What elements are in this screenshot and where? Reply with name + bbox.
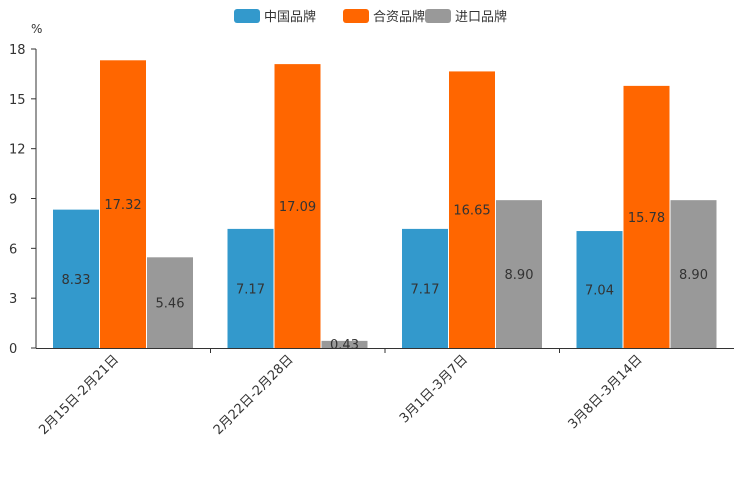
bar-0-3[interactable] bbox=[576, 231, 623, 348]
y-axis: 0 3 6 9 12 15 18 bbox=[9, 43, 37, 357]
x-category-label-0: 2月15日-2月21日 bbox=[36, 352, 122, 438]
y-tick-label: 18 bbox=[9, 43, 26, 58]
data-label-2-3: 8.90 bbox=[679, 268, 708, 283]
bar-2-1[interactable] bbox=[321, 340, 368, 348]
bar-2-0[interactable] bbox=[147, 257, 193, 348]
legend-swatch-0[interactable] bbox=[234, 9, 260, 23]
bar-2-3[interactable] bbox=[670, 200, 717, 348]
data-label-0-2: 7.17 bbox=[411, 282, 440, 297]
data-label-0-3: 7.04 bbox=[585, 284, 614, 299]
bar-1-2[interactable] bbox=[449, 71, 495, 349]
data-labels: 8.33 17.32 5.46 7.17 17.09 0.43 7.17 16.65 8.90 7… bbox=[62, 198, 708, 353]
data-label-2-0: 5.46 bbox=[156, 297, 185, 312]
data-label-0-0: 8.33 bbox=[62, 273, 91, 288]
y-tick-label: 12 bbox=[9, 143, 26, 158]
data-label-1-2: 16.65 bbox=[453, 204, 490, 219]
bar-0-0[interactable] bbox=[53, 209, 99, 348]
y-tick-label: 15 bbox=[9, 93, 26, 108]
legend-swatch-1[interactable] bbox=[343, 9, 369, 23]
y-tick-label: 9 bbox=[9, 193, 17, 208]
data-label-1-0: 17.32 bbox=[104, 198, 141, 213]
data-label-1-3: 15.78 bbox=[628, 211, 665, 226]
legend-label-2[interactable]: 进口品牌 bbox=[455, 9, 507, 25]
x-category-label-1: 2月22日-2月28日 bbox=[211, 352, 297, 438]
legend-label-1[interactable]: 合资品牌 bbox=[373, 9, 425, 25]
y-tick-label: 3 bbox=[9, 292, 17, 307]
bar-1-1[interactable] bbox=[274, 64, 321, 348]
legend: 中国品牌 合资品牌 进口品牌 bbox=[234, 9, 507, 25]
x-category-label-2: 3月1日-3月7日 bbox=[397, 352, 471, 426]
data-label-2-1: 0.43 bbox=[330, 338, 359, 353]
y-tick-label: 0 bbox=[9, 342, 17, 357]
y-tick-label: 6 bbox=[9, 242, 17, 257]
bar-1-0[interactable] bbox=[100, 60, 146, 348]
y-axis-unit: % bbox=[31, 22, 42, 36]
x-axis: 2月15日-2月21日 2月22日-2月28日 3月1日-3月7日 3月8日-3月14… bbox=[36, 348, 734, 438]
legend-label-0[interactable]: 中国品牌 bbox=[264, 9, 316, 25]
bar-0-2[interactable] bbox=[402, 228, 448, 348]
data-label-0-1: 7.17 bbox=[236, 282, 265, 297]
bar-0-1[interactable] bbox=[227, 228, 274, 348]
bar-1-3[interactable] bbox=[623, 85, 670, 349]
legend-swatch-2[interactable] bbox=[425, 9, 451, 23]
bars bbox=[53, 60, 717, 349]
data-label-2-2: 8.90 bbox=[505, 268, 534, 283]
bar-2-2[interactable] bbox=[496, 200, 542, 348]
x-category-label-3: 3月8日-3月14日 bbox=[566, 352, 646, 432]
data-label-1-1: 17.09 bbox=[279, 200, 316, 215]
